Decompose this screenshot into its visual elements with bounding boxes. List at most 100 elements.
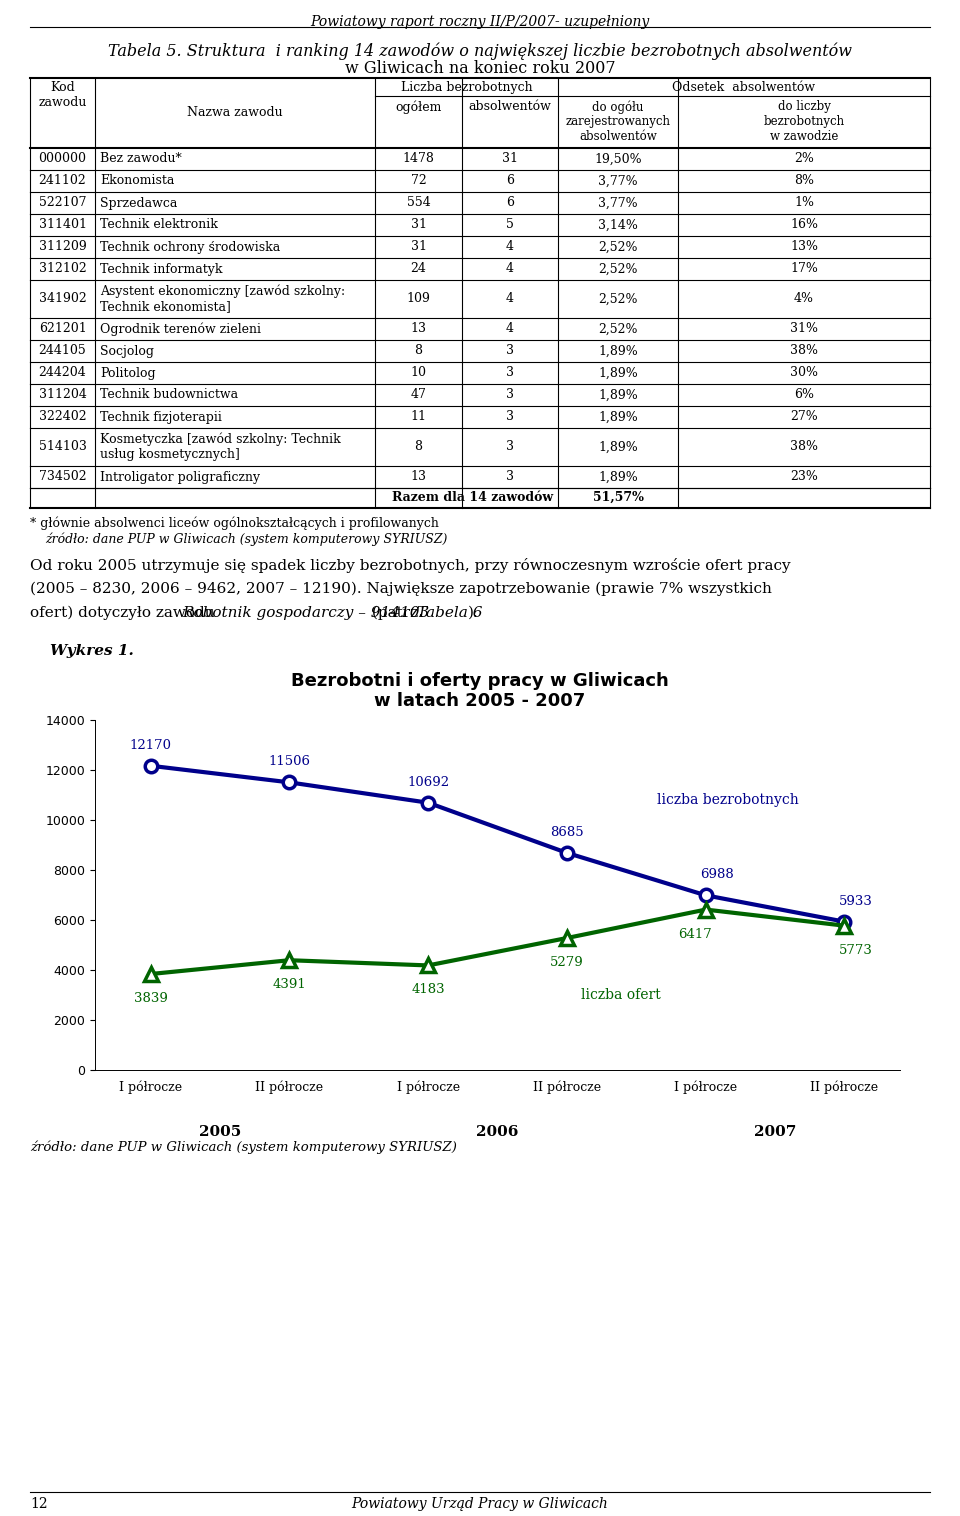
Text: 19,50%: 19,50% — [594, 153, 642, 165]
Text: 8685: 8685 — [550, 826, 584, 838]
Text: 4: 4 — [506, 262, 514, 276]
Text: 3839: 3839 — [133, 991, 167, 1005]
Text: 311209: 311209 — [38, 241, 86, 253]
Text: 38%: 38% — [790, 441, 818, 453]
Text: * głównie absolwenci liceów ogólnokształcących i profilowanych: * głównie absolwenci liceów ogólnokształ… — [30, 515, 439, 529]
Text: 2,52%: 2,52% — [598, 293, 637, 306]
Text: 1,89%: 1,89% — [598, 344, 637, 358]
Text: 322402: 322402 — [38, 411, 86, 423]
Text: 734502: 734502 — [38, 470, 86, 484]
Text: 11506: 11506 — [268, 755, 310, 769]
Text: 1,89%: 1,89% — [598, 367, 637, 379]
Text: 11: 11 — [411, 411, 426, 423]
Text: 5279: 5279 — [550, 957, 584, 969]
Text: Powiatowy raport roczny II/P/2007- uzupełniony: Powiatowy raport roczny II/P/2007- uzupe… — [310, 15, 650, 29]
Text: 24: 24 — [411, 262, 426, 276]
Text: Sprzedawca: Sprzedawca — [100, 197, 178, 209]
Text: 4: 4 — [506, 323, 514, 335]
Text: 2,52%: 2,52% — [598, 323, 637, 335]
Text: (patrz: (patrz — [367, 606, 422, 620]
Text: 47: 47 — [411, 388, 426, 402]
Text: Ogrodnik terenów zieleni: Ogrodnik terenów zieleni — [100, 323, 261, 335]
Text: 2,52%: 2,52% — [598, 262, 637, 276]
Text: Introligator poligraficzny: Introligator poligraficzny — [100, 470, 260, 484]
Text: 6: 6 — [506, 197, 514, 209]
Text: Technik elektronik: Technik elektronik — [100, 218, 218, 232]
Text: 6: 6 — [506, 174, 514, 188]
Text: 3: 3 — [506, 411, 514, 423]
Text: Robotnik gospodarczy – 914103: Robotnik gospodarczy – 914103 — [182, 606, 430, 620]
Text: 3,77%: 3,77% — [598, 197, 637, 209]
Text: 3,77%: 3,77% — [598, 174, 637, 188]
Text: Kod
zawodu: Kod zawodu — [38, 80, 86, 109]
Text: 23%: 23% — [790, 470, 818, 484]
Text: Asystent ekonomiczny [zawód szkolny:
Technik ekonomista]: Asystent ekonomiczny [zawód szkolny: Tec… — [100, 285, 346, 314]
Text: Bez zawodu*: Bez zawodu* — [100, 153, 181, 165]
Text: 13: 13 — [411, 323, 426, 335]
Text: 4391: 4391 — [273, 978, 306, 991]
Text: ofert) dotyczyło zawodu: ofert) dotyczyło zawodu — [30, 606, 220, 620]
Text: Odsetek  absolwentów: Odsetek absolwentów — [672, 80, 816, 94]
Text: 000000: 000000 — [38, 153, 86, 165]
Text: 3: 3 — [506, 388, 514, 402]
Text: 109: 109 — [407, 293, 430, 306]
Text: 2006: 2006 — [476, 1125, 518, 1139]
Text: Razem dla 14 zawodów: Razem dla 14 zawodów — [392, 491, 553, 503]
Text: do ogółu
zarejestrowanych
absolwentów: do ogółu zarejestrowanych absolwentów — [565, 100, 670, 144]
Text: 2,52%: 2,52% — [598, 241, 637, 253]
Text: 621201: 621201 — [38, 323, 86, 335]
Text: 341902: 341902 — [38, 293, 86, 306]
Text: do liczby
bezrobotnych
w zawodzie: do liczby bezrobotnych w zawodzie — [763, 100, 845, 143]
Text: ).: ). — [468, 606, 479, 620]
Text: 311401: 311401 — [38, 218, 86, 232]
Text: 4: 4 — [506, 293, 514, 306]
Text: Tabela 6: Tabela 6 — [418, 606, 483, 620]
Text: Liczba bezrobotnych: Liczba bezrobotnych — [400, 80, 532, 94]
Text: 6417: 6417 — [678, 928, 711, 940]
Text: Od roku 2005 utrzymuje się spadek liczby bezrobotnych, przy równoczesnym wzrości: Od roku 2005 utrzymuje się spadek liczby… — [30, 558, 791, 573]
Text: absolwentów: absolwentów — [468, 100, 551, 114]
Text: 27%: 27% — [790, 411, 818, 423]
Text: Technik budownictwa: Technik budownictwa — [100, 388, 238, 402]
Text: Kosmetyczka [zawód szkolny: Technik
usług kosmetycznych]: Kosmetyczka [zawód szkolny: Technik usłu… — [100, 432, 341, 461]
Text: 1,89%: 1,89% — [598, 411, 637, 423]
Text: Nazwa zawodu: Nazwa zawodu — [187, 106, 283, 120]
Text: 5773: 5773 — [839, 944, 873, 957]
Text: 1,89%: 1,89% — [598, 470, 637, 484]
Text: 3,14%: 3,14% — [598, 218, 638, 232]
Text: 2005: 2005 — [199, 1125, 241, 1139]
Text: Powiatowy Urząd Pracy w Gliwicach: Powiatowy Urząd Pracy w Gliwicach — [351, 1496, 609, 1511]
Text: 1478: 1478 — [402, 153, 435, 165]
Text: 3: 3 — [506, 344, 514, 358]
Text: Tabela 5. Struktura  i ranking 14 zawodów o największej liczbie bezrobotnych abs: Tabela 5. Struktura i ranking 14 zawodów… — [108, 42, 852, 59]
Text: Bezrobotni i oferty pracy w Gliwicach: Bezrobotni i oferty pracy w Gliwicach — [291, 672, 669, 690]
Text: liczba ofert: liczba ofert — [581, 988, 660, 1002]
Text: 244204: 244204 — [38, 367, 86, 379]
Text: ogółem: ogółem — [396, 100, 442, 114]
Text: 17%: 17% — [790, 262, 818, 276]
Text: 31: 31 — [411, 241, 426, 253]
Text: 30%: 30% — [790, 367, 818, 379]
Text: 10692: 10692 — [407, 776, 449, 788]
Text: 12170: 12170 — [130, 738, 172, 752]
Text: Socjolog: Socjolog — [100, 344, 154, 358]
Text: Technik ochrony środowiska: Technik ochrony środowiska — [100, 241, 280, 253]
Text: 12: 12 — [30, 1496, 48, 1511]
Text: 16%: 16% — [790, 218, 818, 232]
Text: (2005 – 8230, 2006 – 9462, 2007 – 12190). Największe zapotrzebowanie (prawie 7% : (2005 – 8230, 2006 – 9462, 2007 – 12190)… — [30, 582, 772, 596]
Text: 1,89%: 1,89% — [598, 441, 637, 453]
Text: 3: 3 — [506, 470, 514, 484]
Text: Wykres 1.: Wykres 1. — [50, 644, 133, 658]
Text: 8: 8 — [415, 344, 422, 358]
Text: 2007: 2007 — [754, 1125, 796, 1139]
Text: 4: 4 — [506, 241, 514, 253]
Text: 1,89%: 1,89% — [598, 388, 637, 402]
Text: 72: 72 — [411, 174, 426, 188]
Text: 2%: 2% — [794, 153, 814, 165]
Text: 312102: 312102 — [38, 262, 86, 276]
Text: 4%: 4% — [794, 293, 814, 306]
Text: 31: 31 — [411, 218, 426, 232]
Text: 13: 13 — [411, 470, 426, 484]
Text: 31%: 31% — [790, 323, 818, 335]
Text: Ekonomista: Ekonomista — [100, 174, 175, 188]
